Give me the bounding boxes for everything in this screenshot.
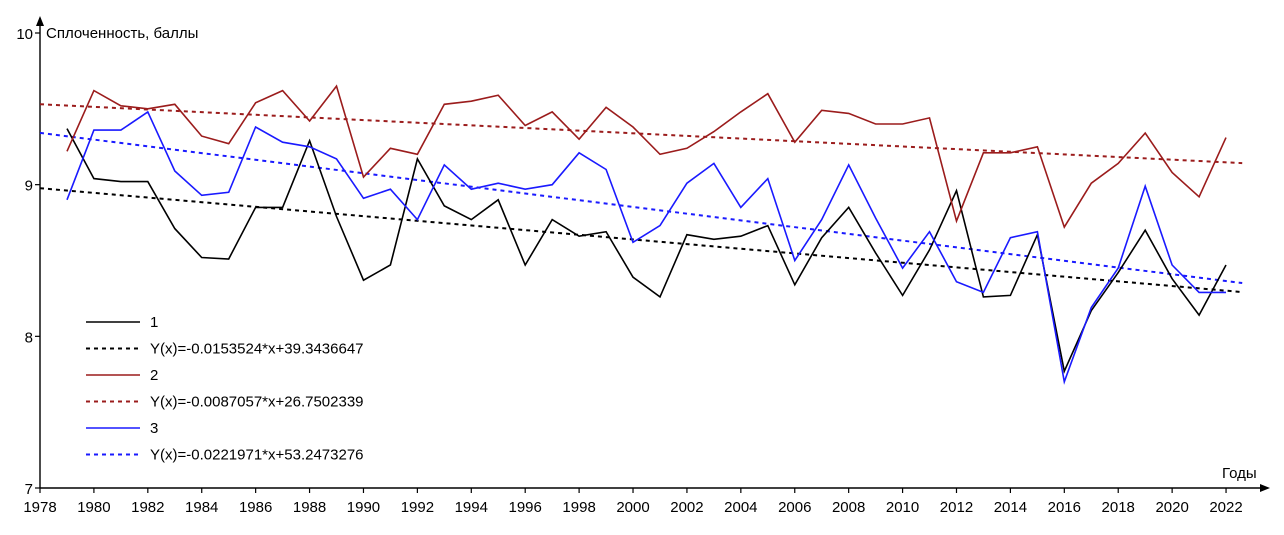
x-tick-label: 2022 xyxy=(1209,499,1242,516)
legend-series-1-label: 1 xyxy=(150,314,158,331)
trendline-1 xyxy=(39,187,1243,294)
x-tick-label: 2008 xyxy=(832,499,865,516)
x-tick-label: 1992 xyxy=(401,499,434,516)
x-tick-label: 1978 xyxy=(23,499,56,516)
y-tick-label: 7 xyxy=(25,481,33,498)
x-tick-label: 2014 xyxy=(994,499,1027,516)
legend-series-2-label: 2 xyxy=(150,367,158,384)
x-tick-label: 1998 xyxy=(562,499,595,516)
series-line-3 xyxy=(66,110,1226,385)
x-tick-label: 1986 xyxy=(239,499,272,516)
y-tick-label: 10 xyxy=(16,26,33,43)
trendlines xyxy=(39,103,1243,294)
series-line-1 xyxy=(66,128,1227,374)
y-tick-label: 8 xyxy=(25,329,33,346)
x-tick-label: 2004 xyxy=(724,499,757,516)
x-tick-label: 1996 xyxy=(509,499,542,516)
legend: 1 Y(x)=-0.0153524*x+39.3436647 2 Y(x)=-0.00… xyxy=(86,314,364,464)
x-tick-label: 2002 xyxy=(670,499,703,516)
x-tick-label: 1982 xyxy=(131,499,164,516)
series-line-2 xyxy=(66,84,1227,229)
x-tick-label: 1994 xyxy=(455,499,488,516)
x-tick-label: 1990 xyxy=(347,499,380,516)
x-axis-title: Годы xyxy=(1222,465,1257,482)
trendline-3 xyxy=(39,131,1243,285)
legend-series-3-label: 3 xyxy=(150,420,158,437)
x-axis-arrow xyxy=(1260,484,1270,492)
x-tick-label: 2010 xyxy=(886,499,919,516)
series-lines xyxy=(66,84,1227,385)
x-tick-label: 2016 xyxy=(1048,499,1081,516)
trendline-2 xyxy=(39,103,1243,165)
axes: Сплоченность, баллы Годы xyxy=(36,16,1270,492)
x-tick-label: 1988 xyxy=(293,499,326,516)
x-tick-label: 2018 xyxy=(1102,499,1135,516)
y-axis-arrow xyxy=(36,16,44,26)
legend-trendline-3-label: Y(x)=-0.0221971*x+53.2473276 xyxy=(150,447,364,464)
legend-trendline-2-label: Y(x)=-0.0087057*x+26.7502339 xyxy=(150,394,364,411)
x-tick-label: 2000 xyxy=(616,499,649,516)
y-tick-label: 9 xyxy=(25,178,33,195)
ticks: 1978 1980 1982 1984 1986 1988 1990 1992 1994 1996… xyxy=(16,26,1242,516)
x-tick-label: 2012 xyxy=(940,499,973,516)
x-tick-label: 2020 xyxy=(1155,499,1188,516)
x-tick-label: 2006 xyxy=(778,499,811,516)
y-axis-title: Сплоченность, баллы xyxy=(46,25,198,42)
x-tick-label: 1984 xyxy=(185,499,218,516)
x-tick-label: 1980 xyxy=(77,499,110,516)
legend-trendline-1-label: Y(x)=-0.0153524*x+39.3436647 xyxy=(150,341,364,358)
